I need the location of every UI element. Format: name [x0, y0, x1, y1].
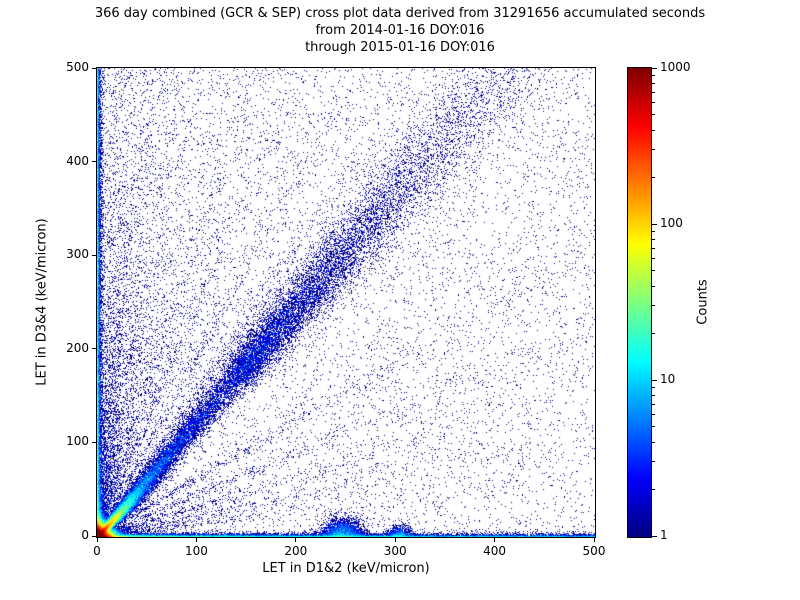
colorbar-minor-tick	[652, 129, 655, 131]
colorbar-minor-tick	[652, 247, 655, 249]
x-tick	[295, 538, 297, 542]
colorbar-minor-tick	[652, 149, 655, 151]
colorbar-minor-tick	[652, 461, 655, 463]
y-tick	[92, 67, 96, 69]
colorbar-tick	[652, 223, 657, 225]
colorbar-minor-tick	[652, 114, 655, 116]
colorbar-minor-tick	[652, 270, 655, 272]
x-tick-label: 200	[284, 544, 308, 558]
chart-title-line-2: from 2014-01-16 DOY:016	[315, 23, 485, 38]
y-tick	[92, 441, 96, 443]
colorbar-minor-tick	[652, 386, 655, 388]
colorbar-minor-tick	[652, 102, 655, 104]
y-tick-label: 400	[66, 153, 89, 168]
x-tick-label: 400	[483, 544, 507, 558]
plot-area	[96, 67, 596, 538]
colorbar-minor-tick	[652, 488, 655, 490]
y-tick-label: 300	[66, 247, 89, 262]
colorbar-minor-tick	[652, 74, 655, 76]
colorbar-minor-tick	[652, 332, 655, 334]
colorbar-minor-tick	[652, 82, 655, 84]
y-tick	[92, 348, 96, 350]
x-axis-label: LET in D1&2 (keV/micron)	[262, 561, 430, 576]
y-tick	[92, 535, 96, 537]
y-tick-label: 100	[66, 434, 89, 449]
colorbar-minor-tick	[652, 230, 655, 232]
colorbar-minor-tick	[652, 403, 655, 405]
colorbar-minor-tick	[652, 238, 655, 240]
y-tick	[92, 161, 96, 163]
colorbar-minor-tick	[652, 426, 655, 428]
x-tick	[394, 538, 396, 542]
colorbar	[627, 67, 652, 538]
y-tick-label: 0	[81, 528, 89, 542]
colorbar-minor-tick	[652, 176, 655, 178]
x-tick-label: 300	[383, 544, 407, 558]
x-tick-label: 100	[184, 544, 208, 558]
colorbar-tick	[652, 379, 657, 381]
x-tick-label: 500	[582, 544, 606, 558]
colorbar-label: Counts	[695, 279, 711, 325]
y-tick	[92, 254, 96, 256]
colorbar-minor-tick	[652, 258, 655, 260]
y-axis-label: LET in D3&4 (keV/micron)	[34, 218, 50, 386]
x-tick-label: 0	[93, 544, 101, 558]
colorbar-minor-tick	[652, 394, 655, 396]
colorbar-minor-tick	[652, 305, 655, 307]
x-tick	[593, 538, 595, 542]
colorbar-minor-tick	[652, 441, 655, 443]
colorbar-tick-label: 1	[660, 528, 668, 542]
chart-title-line-3: through 2015-01-16 DOY:016	[305, 40, 495, 55]
colorbar-tick	[652, 67, 657, 69]
colorbar-tick-label: 10	[660, 372, 676, 386]
colorbar-minor-tick	[652, 285, 655, 287]
colorbar-minor-tick	[652, 91, 655, 93]
scatter-canvas	[97, 68, 595, 537]
colorbar-tick-label: 100	[660, 216, 683, 230]
x-tick	[195, 538, 197, 542]
x-tick	[96, 538, 98, 542]
colorbar-tick-label: 1000	[660, 60, 691, 74]
colorbar-minor-tick	[652, 414, 655, 416]
colorbar-tick	[652, 535, 657, 537]
chart-title-line-1: 366 day combined (GCR & SEP) cross plot …	[94, 6, 706, 21]
y-tick-label: 500	[66, 60, 89, 74]
y-tick-label: 200	[66, 340, 89, 355]
colorbar-canvas	[628, 68, 651, 537]
x-tick	[494, 538, 496, 542]
